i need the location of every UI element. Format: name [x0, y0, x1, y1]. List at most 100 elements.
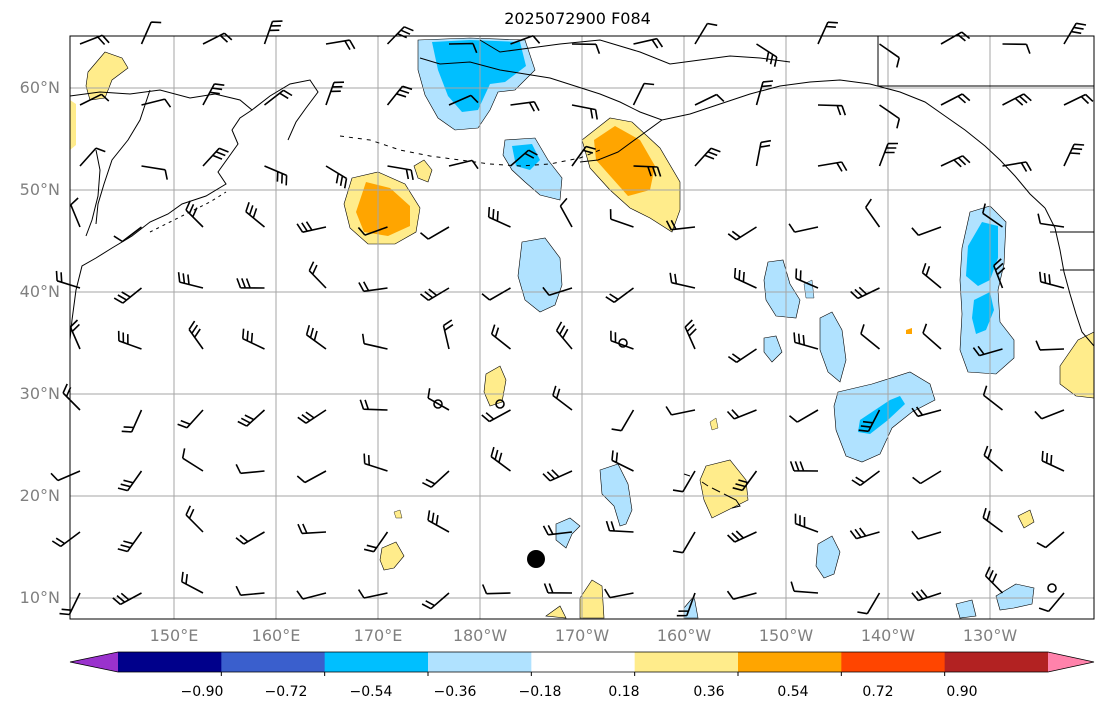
wind-barb — [296, 470, 327, 484]
wind-barb — [972, 345, 1003, 357]
wind-barb — [982, 203, 1003, 228]
wind-barb — [509, 149, 538, 167]
wind-barb — [755, 139, 772, 167]
wind-barb — [305, 324, 327, 350]
wind-barb — [1002, 93, 1032, 106]
shade-yellow-166w-8n — [579, 579, 605, 619]
shade-blue-150w-33n — [763, 335, 783, 363]
wind-barb — [117, 531, 143, 553]
lon-label-160e: 160°E — [251, 626, 301, 645]
wind-barb — [235, 531, 265, 545]
colorbar-extend-min — [70, 652, 118, 672]
wind-barb — [857, 592, 881, 615]
wind-barb — [983, 445, 1004, 472]
wind-barb — [202, 83, 225, 106]
shade-yellow-172w-8n — [545, 605, 567, 619]
shade-blue-145w-15n — [815, 535, 841, 579]
wind-barb — [117, 330, 142, 350]
lat-label-40n: 40°N — [19, 282, 60, 301]
cyclone-marker-open — [618, 338, 628, 348]
wind-barb — [604, 588, 634, 599]
wind-barb — [542, 286, 573, 297]
wind-barb — [510, 34, 541, 45]
wind-barb — [141, 98, 172, 108]
shade-orange-gulf — [594, 126, 655, 196]
wind-barb — [911, 406, 942, 418]
wind-barb — [921, 263, 942, 289]
lat-label-10n: 10°N — [19, 588, 60, 607]
wind-barb — [879, 43, 900, 68]
wind-barb — [694, 22, 718, 45]
shade-blue-135w-8n — [955, 599, 977, 619]
lat-label-30n: 30°N — [19, 384, 60, 403]
shade-blue-150w-40n — [763, 259, 801, 319]
wind-barb — [756, 43, 778, 67]
wind-barb — [235, 585, 265, 596]
wind-barb — [1002, 161, 1032, 172]
wind-barb — [427, 510, 450, 533]
wind-barb — [633, 165, 662, 177]
wind-barb — [555, 321, 573, 350]
wind-barb — [51, 531, 81, 548]
wind-barb — [386, 26, 414, 45]
wind-barb — [878, 142, 899, 167]
wind-barb — [245, 202, 266, 228]
colorbar-segment — [944, 652, 1049, 672]
colorbar-extend-max — [1048, 652, 1094, 672]
wind-barb — [542, 525, 573, 536]
wind-barb — [421, 592, 450, 610]
shade-orange-170e — [356, 182, 410, 236]
shade-yellow-small-north — [413, 159, 433, 183]
wind-barb — [185, 505, 204, 533]
wind-barb — [235, 464, 265, 475]
alaska-north — [479, 39, 791, 65]
wind-barb — [202, 147, 229, 167]
wind-barb — [1035, 340, 1065, 351]
wind-barb — [1063, 22, 1087, 45]
colorbar-tick: 0.72 — [862, 684, 894, 700]
wind-barb — [1036, 531, 1065, 549]
shaded-regions — [70, 37, 1095, 619]
wind-barb — [325, 165, 348, 189]
wind-barb — [242, 328, 265, 350]
colorbar-segment — [221, 652, 326, 672]
wind-barb — [788, 409, 819, 423]
wind-barb — [1002, 43, 1031, 54]
shade-yellow-170e-15n — [379, 541, 405, 571]
colorbar-segment — [428, 652, 532, 672]
wind-barb — [1037, 213, 1065, 228]
wind-barb — [543, 583, 573, 594]
canada-border — [877, 36, 1094, 87]
wind-barb — [611, 450, 634, 472]
wind-barb — [795, 268, 819, 289]
wind-barb — [296, 590, 327, 600]
okhotsk-coast — [95, 89, 151, 225]
wind-barb — [672, 470, 696, 493]
wind-barb — [263, 20, 283, 45]
cyclone-marker-open — [1047, 583, 1057, 593]
lat-label-20n: 20°N — [19, 486, 60, 505]
map-frame — [69, 35, 1095, 620]
shade-yellow-west-edge — [70, 100, 76, 150]
wind-barb — [325, 39, 356, 51]
sakhalin — [85, 149, 101, 237]
wind-barb — [448, 159, 479, 170]
cyclone-marker-open — [433, 399, 443, 409]
wind-barb — [789, 461, 819, 472]
wind-barb — [297, 523, 327, 535]
wind-barb — [940, 93, 971, 106]
wind-barb — [610, 330, 634, 350]
wind-barb — [860, 324, 881, 350]
wind-barb — [669, 272, 696, 289]
wind-barb — [177, 272, 204, 289]
wind-barb — [911, 530, 942, 540]
colorbar-segment — [634, 652, 739, 672]
wind-barb — [911, 589, 942, 602]
wind-barb — [427, 388, 450, 411]
shade-deepblue-aleutian-north — [432, 40, 526, 112]
colorbar-segment — [738, 652, 842, 672]
wind-barb — [359, 399, 388, 411]
cyclone-marker-filled — [527, 550, 545, 568]
colorbar-tick: −0.54 — [349, 684, 393, 700]
